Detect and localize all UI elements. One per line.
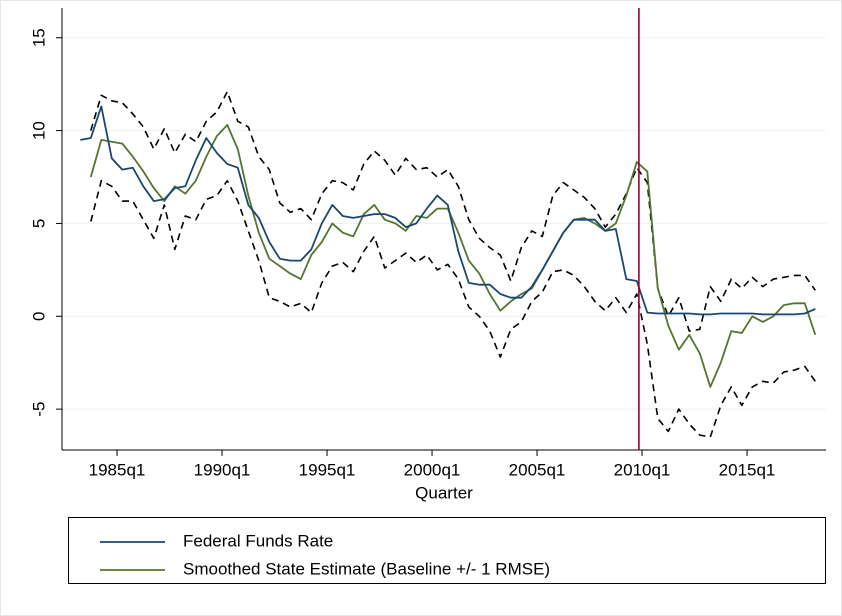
y-tick-label: -5 xyxy=(29,402,48,417)
series-line xyxy=(80,105,816,316)
legend-label: Federal Funds Rate xyxy=(183,531,333,550)
y-tick-label: 10 xyxy=(29,121,48,140)
x-tick-label: 2005q1 xyxy=(509,460,566,479)
x-tick-label: 1985q1 xyxy=(89,460,146,479)
legend xyxy=(68,517,826,584)
series-line xyxy=(90,90,816,332)
x-tick-label: 1995q1 xyxy=(299,460,356,479)
series-line xyxy=(90,179,816,438)
legend-label: Smoothed State Estimate (Baseline +/- 1 … xyxy=(183,559,550,578)
plot-area xyxy=(62,8,826,450)
x-tick-label: 2010q1 xyxy=(614,460,671,479)
y-tick-label: 0 xyxy=(29,312,48,321)
x-tick-label: 1990q1 xyxy=(194,460,251,479)
x-tick-label: 2000q1 xyxy=(404,460,461,479)
y-tick-label: 5 xyxy=(29,219,48,228)
x-axis-label: Quarter xyxy=(415,483,473,502)
x-tick-label: 2015q1 xyxy=(719,460,776,479)
y-tick-label: 15 xyxy=(29,28,48,47)
